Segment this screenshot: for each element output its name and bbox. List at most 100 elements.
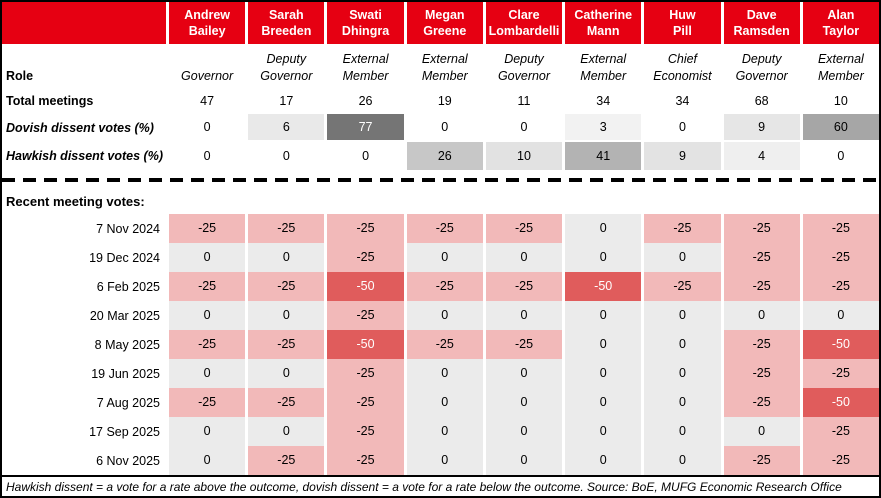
- vote-cell: 0: [245, 417, 325, 446]
- vote-cell: -25: [482, 330, 563, 359]
- vote-cell: 0: [562, 417, 642, 446]
- hawkish-dissent-cell: 26: [403, 142, 483, 170]
- total-meetings-cell: 68: [720, 88, 800, 114]
- meeting-row: 6 Nov 2025 0 -25 -25 0 0 0 0 -25 -25: [2, 446, 879, 475]
- member-last-name: Breeden: [261, 24, 312, 38]
- member-header-cell: Clare Lombardelli: [482, 2, 563, 44]
- dovish-dissent-cell: 0: [482, 114, 563, 142]
- dovish-dissent-cell: 0: [641, 114, 721, 142]
- hawkish-dissent-cell: 41: [562, 142, 642, 170]
- total-meetings-cell: 47: [166, 88, 245, 114]
- meeting-date-label: 7 Nov 2024: [96, 221, 160, 236]
- vote-cell: -25: [166, 388, 246, 417]
- member-header-cell: Andrew Bailey: [166, 2, 246, 44]
- meeting-date-label: 8 May 2025: [94, 337, 160, 352]
- role-cell: External Member: [403, 44, 483, 88]
- vote-cell: -25: [245, 446, 325, 475]
- vote-cell: 0: [641, 388, 721, 417]
- vote-cell: -25: [799, 359, 879, 388]
- hawkish-dissent-row: Hawkish dissent votes (%) 0 0 0 26 10 41 9 4 0: [2, 142, 879, 170]
- vote-cell: 0: [482, 359, 563, 388]
- vote-cell: 0: [245, 301, 325, 330]
- vote-cell: 0: [166, 301, 246, 330]
- role-cell: Deputy Governor: [720, 44, 800, 88]
- vote-cell: -25: [799, 243, 879, 272]
- vote-cell: -25: [166, 214, 246, 243]
- dovish-dissent-cell: 0: [166, 114, 246, 142]
- vote-cell: 0: [641, 301, 721, 330]
- meeting-row: 6 Feb 2025 -25 -25 -50 -25 -25 -50 -25 -25 -25: [2, 272, 879, 301]
- section-label: Recent meeting votes:: [6, 194, 145, 209]
- total-meetings-cell: 11: [482, 88, 562, 114]
- role-row: Role Governor Deputy Governor External Memb…: [2, 44, 879, 88]
- meeting-row: 17 Sep 2025 0 0 -25 0 0 0 0 0 -25: [2, 417, 879, 446]
- meeting-row: 7 Nov 2024 -25 -25 -25 -25 -25 0 -25 -25 -25: [2, 214, 879, 243]
- vote-cell: 0: [403, 417, 483, 446]
- meeting-row: 7 Aug 2025 -25 -25 -25 0 0 0 0 -25 -50: [2, 388, 879, 417]
- member-header-cell: Dave Ramsden: [720, 2, 800, 44]
- dovish-dissent-cell: 77: [324, 114, 404, 142]
- hawkish-dissent-cell: 0: [324, 142, 404, 170]
- meeting-date-label: 6 Nov 2025: [96, 453, 160, 468]
- meeting-row: 20 Mar 2025 0 0 -25 0 0 0 0 0 0: [2, 301, 879, 330]
- meeting-date-label: 6 Feb 2025: [96, 279, 160, 294]
- vote-cell: 0: [641, 330, 721, 359]
- vote-cell: 0: [482, 417, 563, 446]
- vote-cell: -50: [799, 330, 879, 359]
- footnote: Hawkish dissent = a vote for a rate abov…: [2, 475, 879, 496]
- vote-cell: 0: [562, 214, 642, 243]
- vote-cell: -25: [720, 272, 800, 301]
- vote-cell: -25: [641, 214, 721, 243]
- vote-cell: -25: [245, 272, 325, 301]
- vote-cell: 0: [799, 301, 879, 330]
- meeting-date-label: 17 Sep 2025: [89, 424, 160, 439]
- vote-cell: -25: [166, 272, 246, 301]
- meeting-date-label: 19 Jun 2025: [91, 366, 160, 381]
- role-cell: Governor: [166, 44, 245, 88]
- hawkish-dissent-cell: 0: [245, 142, 325, 170]
- vote-cell: -25: [720, 446, 800, 475]
- vote-cell: -25: [324, 417, 404, 446]
- meeting-date-label: 7 Aug 2025: [96, 395, 160, 410]
- vote-cell: -25: [482, 214, 563, 243]
- vote-cell: -25: [799, 446, 879, 475]
- hawkish-dissent-cell: 10: [482, 142, 563, 170]
- meeting-date-label: 20 Mar 2025: [89, 308, 160, 323]
- vote-cell: -25: [799, 417, 879, 446]
- hawkish-dissent-cell: 9: [641, 142, 721, 170]
- member-last-name: Bailey: [188, 24, 226, 38]
- total-meetings-cell: 17: [245, 88, 324, 114]
- vote-cell: -25: [324, 243, 404, 272]
- dovish-dissent-cell: 3: [562, 114, 642, 142]
- member-first-name: Dave: [746, 7, 777, 22]
- dovish-dissent-cell: 9: [720, 114, 800, 142]
- role-cell: External Member: [324, 44, 403, 88]
- vote-cell: -25: [482, 272, 563, 301]
- total-meetings-row: Total meetings 47 17 26 19 11 34 34 68 10: [2, 88, 879, 114]
- header-corner-cell: [2, 2, 166, 44]
- member-header-cell: Huw Pill: [641, 2, 721, 44]
- vote-cell: -25: [641, 272, 721, 301]
- member-first-name: Megan: [424, 7, 465, 22]
- vote-cell: -50: [324, 330, 404, 359]
- role-cell: Chief Economist: [641, 44, 720, 88]
- member-header-cell: Catherine Mann: [562, 2, 642, 44]
- vote-cell: 0: [562, 301, 642, 330]
- vote-cell: -25: [403, 272, 483, 301]
- vote-cell: 0: [482, 446, 563, 475]
- vote-cell: 0: [403, 301, 483, 330]
- role-cell: Deputy Governor: [482, 44, 562, 88]
- total-meetings-cell: 34: [641, 88, 720, 114]
- vote-cell: 0: [482, 301, 563, 330]
- vote-cell: -25: [403, 330, 483, 359]
- vote-cell: 0: [562, 330, 642, 359]
- member-last-name: Taylor: [822, 24, 860, 38]
- member-header-cell: Sarah Breeden: [245, 2, 325, 44]
- vote-cell: 0: [403, 446, 483, 475]
- member-last-name: Mann: [586, 24, 620, 38]
- vote-cell: 0: [641, 243, 721, 272]
- vote-cell: 0: [245, 359, 325, 388]
- meeting-row: 19 Dec 2024 0 0 -25 0 0 0 0 -25 -25: [2, 243, 879, 272]
- meeting-date-label: 19 Dec 2024: [89, 250, 160, 265]
